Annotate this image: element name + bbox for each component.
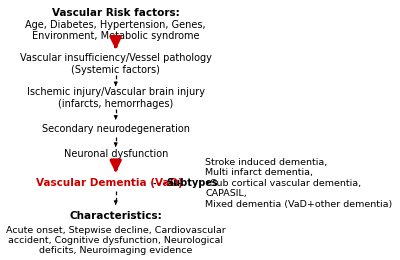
Text: Vascular insufficiency/Vessel pathology
(Systemic factors): Vascular insufficiency/Vessel pathology … — [20, 53, 212, 75]
Text: Ischemic injury/Vascular brain injury
(infarcts, hemorrhages): Ischemic injury/Vascular brain injury (i… — [27, 87, 205, 109]
Text: Stroke induced dementia,
Multi infarct dementia,
•Sub cortical vascular dementia: Stroke induced dementia, Multi infarct d… — [205, 158, 392, 209]
Text: Acute onset, Stepwise decline, Cardiovascular
accident, Cognitive dysfunction, N: Acute onset, Stepwise decline, Cardiovas… — [6, 226, 226, 255]
Text: Neuronal dysfunction: Neuronal dysfunction — [64, 149, 168, 159]
Text: Subtypes: Subtypes — [166, 178, 218, 188]
Text: Age, Diabetes, Hypertension, Genes,
Environment, Metabolic syndrome: Age, Diabetes, Hypertension, Genes, Envi… — [26, 20, 206, 41]
Text: Vascular Dementia (VaD): Vascular Dementia (VaD) — [36, 178, 183, 188]
Text: Secondary neurodegeneration: Secondary neurodegeneration — [42, 124, 190, 134]
Text: Vascular Risk factors:: Vascular Risk factors: — [52, 8, 180, 18]
Text: Characteristics:: Characteristics: — [69, 211, 162, 221]
